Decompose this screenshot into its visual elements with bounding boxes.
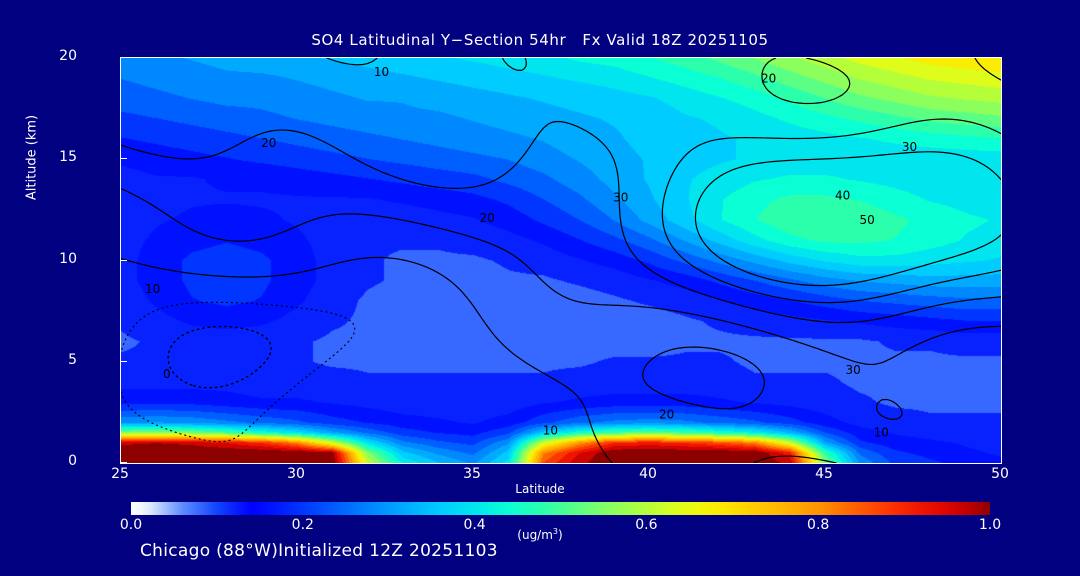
colorbar-units-prefix: (ug/m [517, 528, 553, 542]
colorbar-units-suffix: ) [558, 528, 563, 542]
y-tick-label: 5 [68, 351, 77, 368]
plot-area: 10 20 20 20 30 30 40 50 30 20 10 10 10 0 [120, 57, 1002, 464]
y-tick-mark [120, 158, 127, 160]
colorbar [131, 502, 990, 515]
colorbar-tick-label: 0.6 [635, 517, 658, 533]
y-tick-label: 20 [59, 48, 77, 64]
y-tick-mark [120, 57, 127, 58]
x-tick-label: 50 [991, 466, 1009, 482]
colorbar-tick-label: 0.8 [807, 517, 830, 533]
figure-caption: Chicago (88°W)Initialized 12Z 20251103 [140, 541, 498, 561]
colorbar-tick-label: 1.0 [978, 517, 1002, 533]
colorbar-units-exponent: 3 [552, 527, 559, 536]
y-tick-label: 15 [59, 149, 77, 166]
chart-title: SO4 Latitudinal Y−Section 54hr Fx Valid … [311, 31, 769, 49]
colorbar-units: (ug/m3) [0, 527, 1080, 542]
x-axis-label: Latitude [515, 482, 565, 496]
so4-shaded-field [121, 58, 1001, 463]
x-tick-label: 25 [111, 466, 129, 482]
y-tick-label: 10 [59, 250, 77, 267]
x-tick-label: 40 [639, 466, 657, 482]
colorbar-tick-label: 0.2 [291, 517, 314, 533]
colorbar-tick-label: 0.4 [463, 517, 486, 533]
y-tick-mark [120, 462, 127, 463]
y-tick-mark [120, 360, 127, 362]
y-tick-mark [120, 259, 127, 261]
colorbar-tick-label: 0.0 [119, 517, 143, 533]
x-tick-label: 45 [815, 466, 833, 482]
x-tick-label: 35 [463, 466, 481, 482]
x-tick-label: 30 [287, 466, 305, 482]
y-tick-label: 0 [68, 453, 77, 469]
